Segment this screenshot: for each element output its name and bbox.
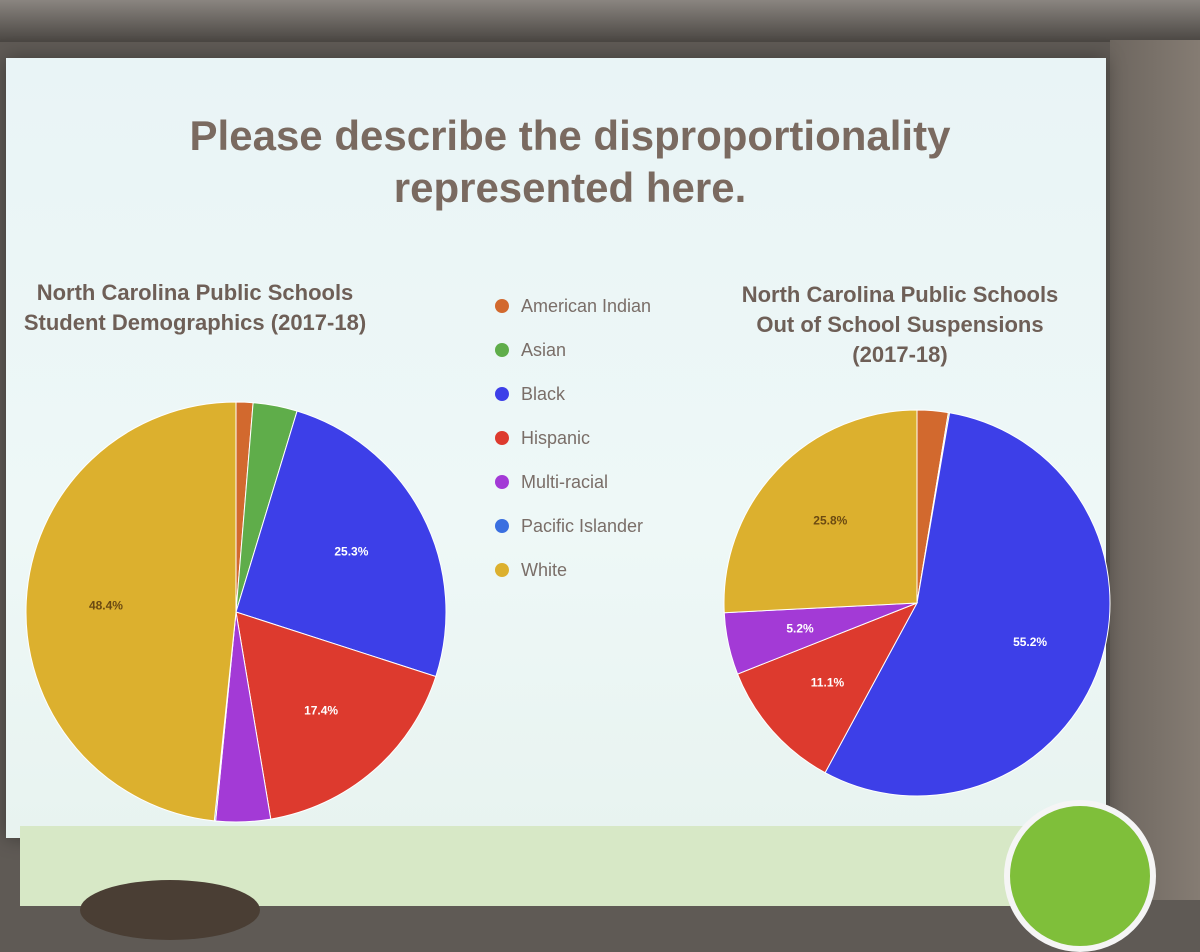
legend-swatch-icon [495,563,509,577]
pie-slice-hispanic [736,602,919,774]
pie-slice-black [824,412,1111,797]
pie-slice-hispanic [235,611,437,820]
legend-swatch-icon [495,343,509,357]
chart-title-demographics: North Carolina Public Schools Student De… [23,280,367,335]
legend-swatch-icon [495,299,509,313]
legend-item: White [495,548,725,592]
legend-item: Pacific Islander [495,504,725,548]
pie-slice-black [235,410,447,678]
pie-slice-white [25,401,237,822]
legend-swatch-icon [495,431,509,445]
legend-label: Pacific Islander [521,515,644,536]
pie-chart-demographics: 25.3% 17.4% 48.4% [25,401,447,823]
audience-head-silhouette [80,880,260,940]
legend-swatch-icon [495,475,509,489]
legend-label: American Indian [521,295,652,316]
legend-label: White [521,559,568,580]
legend-item: Asian [495,328,725,372]
legend-label: Hispanic [521,427,591,448]
legend-item: Multi-racial [495,460,725,504]
room-wall-top [0,0,1200,42]
slice-data-label: 11.1% [811,675,845,689]
legend-swatch-icon [495,519,509,533]
slide-headline: Please describe the disproportionality r… [189,112,951,211]
slice-data-label: 25.8% [813,514,847,528]
room-wall-right [1110,40,1200,900]
legend-item: Black [495,372,725,416]
legend-item: Hispanic [495,416,725,460]
slice-data-label: 17.4% [304,704,338,718]
legend-swatch-icon [495,387,509,401]
legend-label: Asian [521,339,567,360]
legend-item: American Indian [495,284,725,328]
logo-circle-icon [1004,800,1156,952]
pie-chart-suspensions: 55.2% 11.1% 5.2% 25.8% [723,409,1111,797]
slice-data-label: 48.4% [89,598,123,612]
chart-legend: American Indian Asian Black Hispanic Mul… [495,284,725,592]
slice-data-label: 5.2% [786,621,814,635]
legend-label: Multi-racial [521,471,609,492]
legend-label: Black [521,383,566,404]
chart-title-suspensions: North Carolina Public Schools Out of Sch… [741,282,1059,367]
slice-data-label: 55.2% [1013,635,1047,649]
pie-slice-white [723,409,918,614]
slice-data-label: 25.3% [334,545,368,559]
